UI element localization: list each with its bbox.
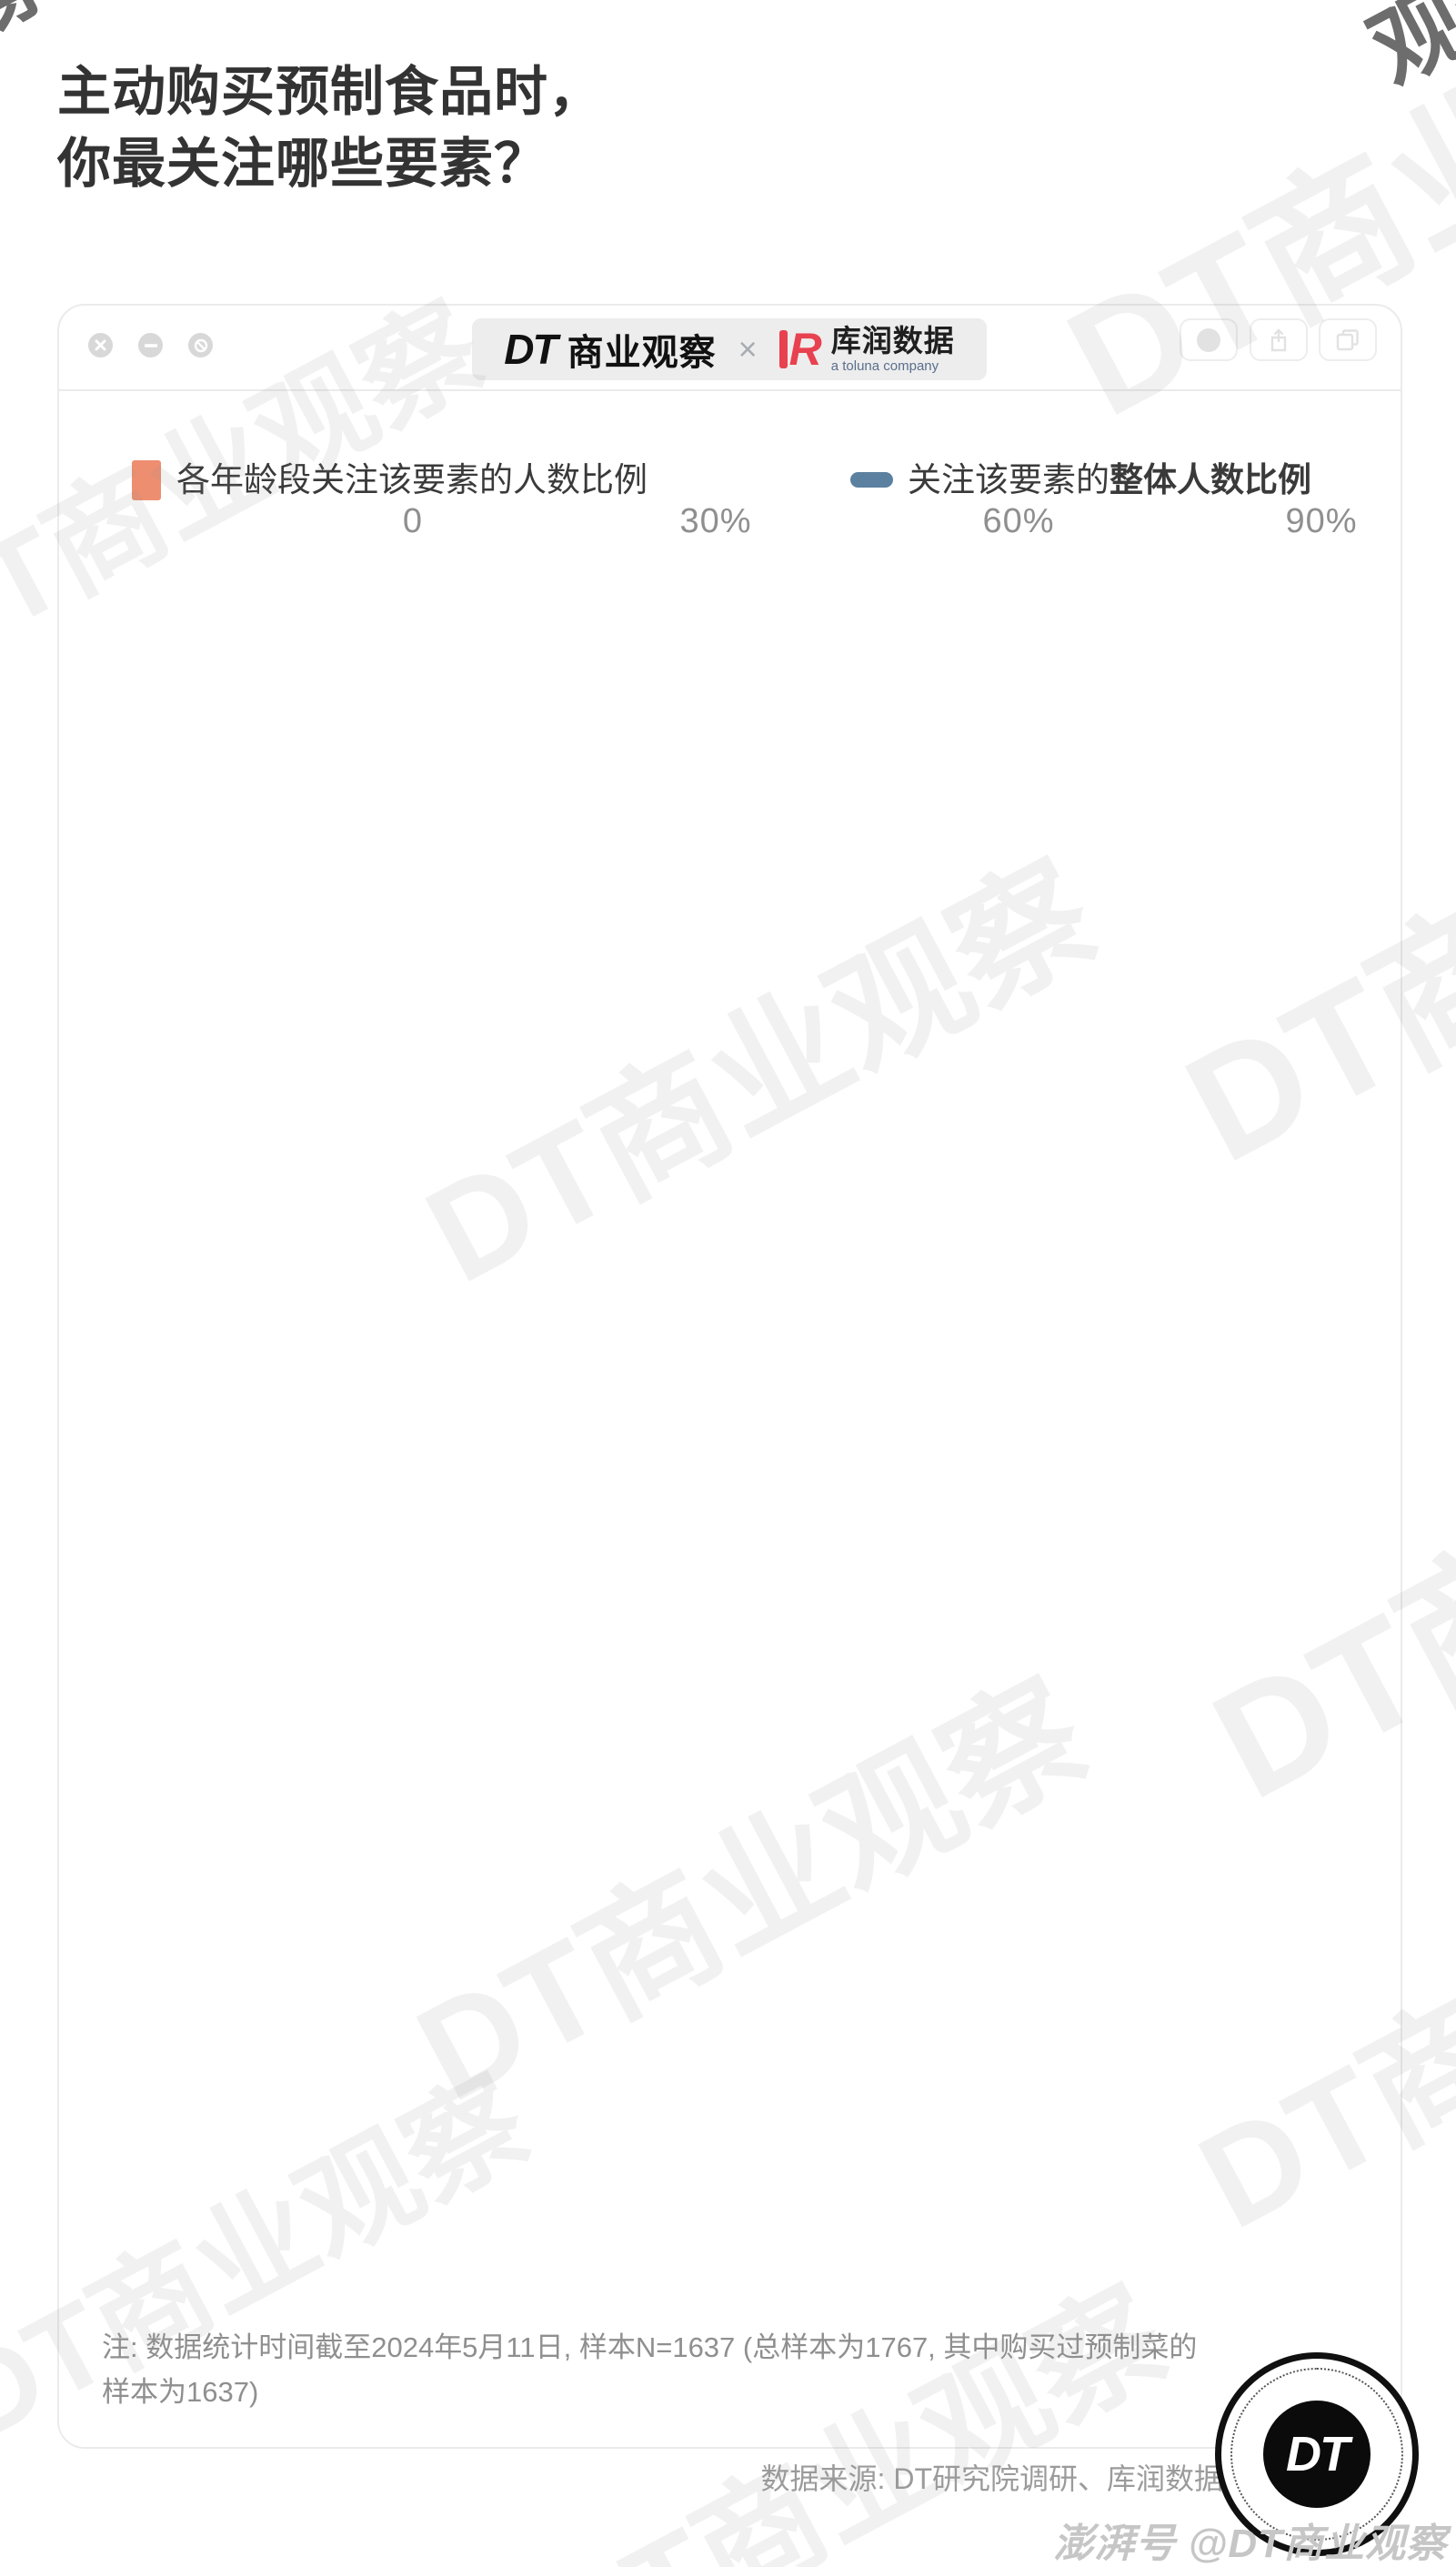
kurun-brand: 库润数据 a toluna company [831,326,955,373]
kurun-brand-name: 库润数据 [830,324,955,357]
x-tick-30: 30% [679,502,752,540]
badge-dotted-ring [1230,2368,1403,2541]
watermark-fragment: 观察 [1354,0,1456,104]
platform-credit: 澎湃号 @DT商业观察 [1053,2522,1447,2566]
minimize-icon [144,343,157,347]
page-title-line1: 主动购买预制食品时， [57,62,604,122]
copy-icon [1336,328,1359,350]
data-source: 数据来源: DT研究院调研、库润数据 [760,2462,1223,2495]
block-icon [194,338,207,352]
kurun-logo-icon: R [778,327,822,372]
share-icon [1270,327,1287,351]
page-title: 主动购买预制食品时， 你最关注哪些要素？ [57,56,603,200]
dt-logo: DT [504,326,557,373]
close-icon [95,339,106,351]
page-title-line2: 你最关注哪些要素？ [57,134,549,194]
chart-window: DT 商业观察 × R 库润数据 a toluna company [57,304,1402,2449]
logo-bar: DT 商业观察 × R 库润数据 a toluna company [472,318,987,380]
x-tick-90: 90% [1285,502,1358,540]
legend-line-label: 关注该要素的整体人数比例 [908,461,1311,498]
record-button[interactable] [1180,318,1238,361]
block-button[interactable] [188,333,213,357]
dt-badge: DT [1215,2352,1419,2556]
legend-line-swatch [850,472,893,488]
legend-bar-label: 各年龄段关注该要素的人数比例 [176,461,648,498]
collab-x-separator: × [738,330,758,367]
window-header: DT 商业观察 × R 库润数据 a toluna company [59,306,1401,391]
dt-brand-name: 商业观察 [567,333,717,373]
copy-button[interactable] [1319,318,1377,361]
x-tick-0: 0 [402,502,424,540]
legend-bar-swatch [132,460,161,500]
minimize-button[interactable] [138,333,163,357]
x-tick-60: 60% [982,502,1055,540]
record-icon [1197,327,1220,352]
share-button[interactable] [1250,318,1308,361]
kurun-brand-sub: a toluna company [830,358,939,374]
footnote: 注: 数据统计时间截至2024年5月11日, 样本N=1637 (总样本为176… [102,2331,1198,2408]
close-button[interactable] [88,333,113,357]
